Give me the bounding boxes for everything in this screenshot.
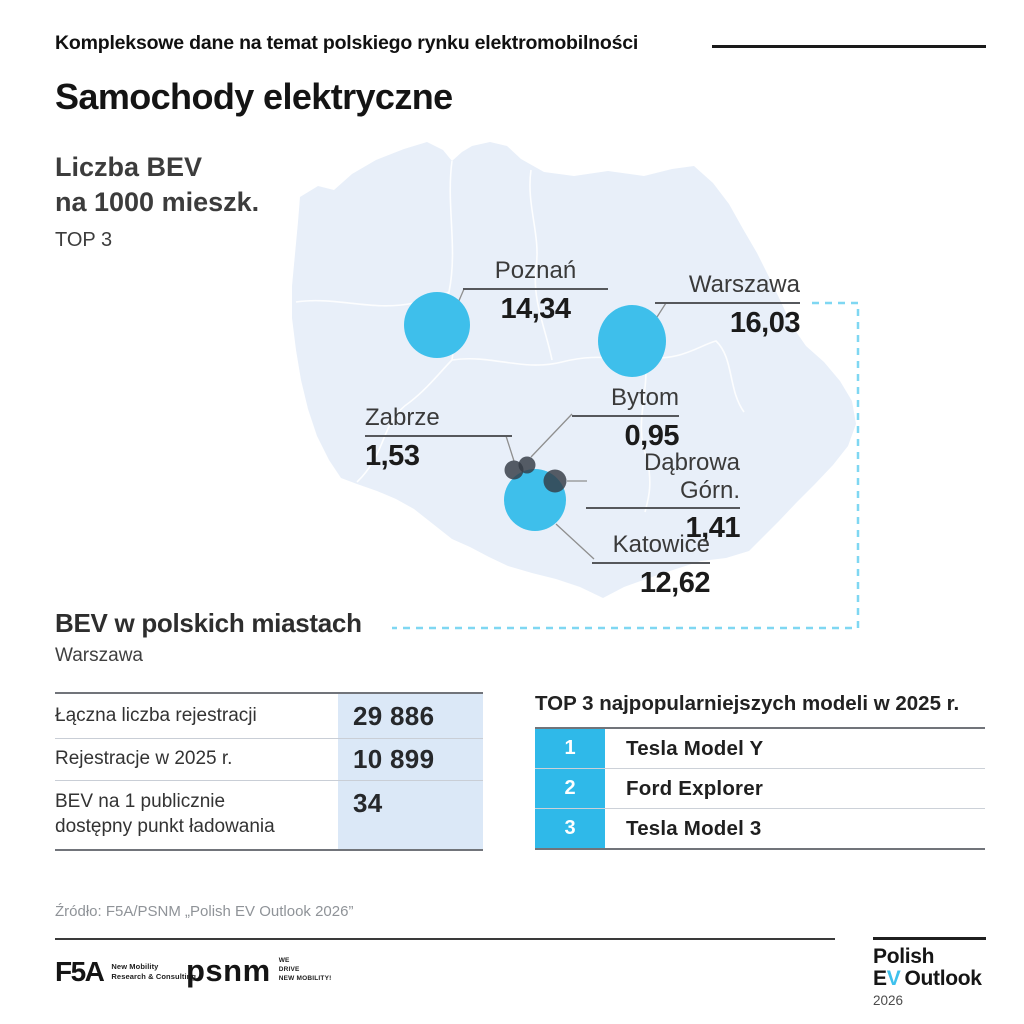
map-heading-line1: Liczba BEV — [55, 152, 203, 182]
table-row: 1 Tesla Model Y — [535, 729, 985, 769]
bubble-warszawa — [598, 305, 666, 377]
f5a-logo-wordmark: F5A — [55, 956, 105, 987]
outlook-logo-line1: Polish — [873, 945, 935, 968]
model-name: Ford Explorer — [626, 776, 764, 800]
city-label-dabrowa-gornicza: Dąbrowa Górn. 1,41 — [586, 449, 741, 545]
top-models-title: TOP 3 najpopularniejszych modeli w 2025 … — [535, 692, 960, 715]
leader-lines — [454, 288, 667, 560]
leader-warszawa — [656, 302, 667, 318]
city-value: 14,34 — [500, 292, 571, 325]
psnm-logo: psnm WE DRIVE NEW MOBILITY! — [186, 955, 331, 986]
outlook-logo-line2: EV Outlook — [873, 968, 982, 990]
city-label-poznan: Poznań 14,34 — [463, 257, 608, 325]
city-name: Katowice — [592, 531, 710, 564]
city-value: 1,41 — [685, 512, 741, 545]
eyebrow-rule — [712, 45, 986, 48]
model-name: Tesla Model 3 — [626, 816, 762, 840]
outlook-v-accent: V — [886, 967, 901, 991]
small-city-dots — [504, 456, 567, 493]
city-name: Poznań — [463, 257, 608, 290]
table-row: 2 Ford Explorer — [535, 769, 985, 809]
stat-label: BEV na 1 publicznie dostępny punkt ładow… — [55, 791, 275, 837]
dashed-connector-line — [392, 301, 860, 630]
psnm-tagline-line3: NEW MOBILITY! — [278, 974, 332, 982]
f5a-logo: F5A New Mobility Research & Consulting — [55, 958, 196, 986]
dot-dabrowa — [543, 469, 567, 493]
outlook-e: E — [873, 967, 887, 991]
city-value: 16,03 — [729, 306, 801, 339]
map-subheading: TOP 3 — [55, 229, 113, 252]
footer-divider — [55, 938, 835, 940]
map-heading-line2: na 1000 mieszk. — [55, 187, 260, 218]
city-name: Bytom — [572, 384, 679, 417]
outlook-logo-year: 2026 — [873, 992, 904, 1008]
table-row: 3 Tesla Model 3 — [535, 809, 985, 850]
stat-value: 34 — [338, 781, 483, 849]
stat-label: Rejestracje w 2025 r. — [55, 748, 233, 770]
city-label-katowice: Katowice 12,62 — [592, 531, 711, 599]
rank-badge: 3 — [535, 809, 605, 848]
eyebrow-heading: Kompleksowe dane na temat polskiego rynk… — [55, 32, 639, 54]
city-label-zabrze: Zabrze 1,53 — [365, 404, 512, 472]
city-label-warszawa: Warszawa 16,03 — [655, 271, 801, 339]
f5a-tagline-line2: Research & Consulting — [111, 972, 197, 981]
bubble-poznan — [404, 292, 470, 358]
f5a-logo-tagline: New Mobility Research & Consulting — [111, 962, 196, 982]
source-note: Źródło: F5A/PSNM „Polish EV Outlook 2026… — [55, 903, 354, 920]
psnm-tagline-line2: DRIVE — [278, 966, 300, 974]
city-value: 12,62 — [639, 566, 711, 599]
leader-bytom — [530, 413, 573, 458]
poland-outline — [292, 142, 856, 598]
top-models-table: 1 Tesla Model Y 2 Ford Explorer 3 Tesla … — [535, 727, 985, 850]
f5a-tagline-line1: New Mobility — [111, 962, 159, 972]
city-label-bytom: Bytom 0,95 — [572, 384, 680, 452]
warsaw-stats-table: Łączna liczba rejestracji 29 886 Rejestr… — [55, 692, 483, 851]
city-value: 0,95 — [624, 419, 680, 452]
rank-badge: 1 — [535, 729, 605, 768]
leader-zabrze — [505, 435, 515, 462]
stat-value: 10 899 — [338, 739, 483, 780]
rank-badge: 2 — [535, 769, 605, 808]
table-row: Rejestracje w 2025 r. 10 899 — [55, 739, 483, 781]
page-title: Samochody elektryczne — [55, 76, 453, 117]
section-subtitle: Warszawa — [55, 645, 143, 666]
table-row: BEV na 1 publicznie dostępny punkt ładow… — [55, 781, 483, 849]
stat-value: 29 886 — [338, 694, 483, 738]
section-title: BEV w polskich miastach — [55, 608, 362, 638]
psnm-logo-wordmark: psnm — [186, 953, 271, 988]
city-name: Zabrze — [365, 404, 512, 437]
map-heading: Liczba BEV na 1000 mieszk. TOP 3 — [55, 150, 259, 253]
psnm-tagline-line1: WE — [278, 957, 290, 965]
city-name: Dąbrowa Górn. — [586, 449, 740, 510]
model-name: Tesla Model Y — [626, 736, 764, 760]
city-name: Warszawa — [655, 271, 800, 304]
city-value: 1,53 — [365, 439, 420, 472]
leader-katowice — [555, 523, 595, 560]
table-row: Łączna liczba rejestracji 29 886 — [55, 694, 483, 739]
outlook-logo-rule — [873, 937, 986, 940]
polish-ev-outlook-logo: Polish EV Outlook 2026 — [873, 945, 982, 1008]
dot-bytom — [518, 456, 536, 474]
psnm-logo-tagline: WE DRIVE NEW MOBILITY! — [279, 957, 332, 983]
outlook-word: Outlook — [904, 967, 982, 991]
stat-label: Łączna liczba rejestracji — [55, 704, 257, 726]
